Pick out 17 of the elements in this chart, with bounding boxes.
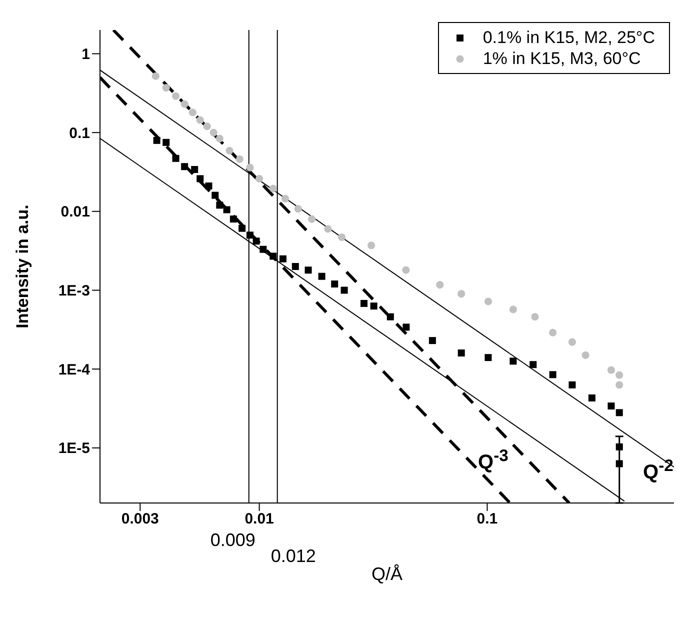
legend-label: 1% in K15, M3, 60°C: [482, 48, 641, 69]
y-tick-label: 1: [82, 46, 90, 64]
x-tick-label: 0.1: [476, 510, 498, 528]
ref-line-label: 0.009: [210, 530, 256, 550]
y-axis-title: Intensity in a.u.: [13, 204, 32, 328]
y-tick-label: 0.01: [60, 204, 90, 221]
x-tick-label: 0.01: [244, 510, 274, 528]
ref-line-label: 0.012: [270, 546, 316, 566]
annotation: Q$^{-2}$: [643, 456, 674, 485]
y-tick-label: 0.1: [69, 124, 90, 142]
annotation: Q$^{-3}$: [478, 446, 508, 475]
legend-label: 0.1% in K15, M2, 25°C: [482, 27, 655, 48]
x-axis-title: Q/Å: [371, 564, 403, 584]
y-tick-label: 1E-4: [58, 361, 91, 378]
y-tick-label: 1E-5: [58, 440, 90, 458]
x-tick-label: 0.003: [121, 510, 159, 528]
y-tick-label: 1E-3: [58, 282, 90, 300]
